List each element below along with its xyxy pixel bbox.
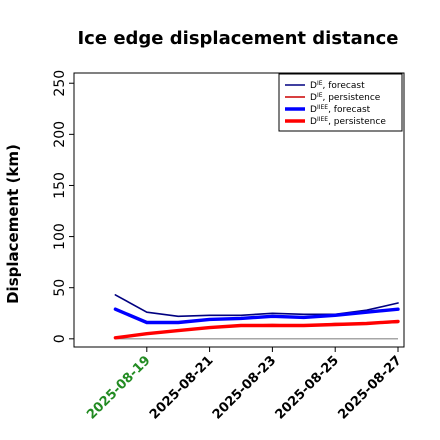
- legend-label-superscript: IE: [317, 80, 323, 87]
- x-tick-label: 2025-08-23: [210, 353, 279, 422]
- legend-label-rest: , forecast: [323, 81, 366, 91]
- x-tick-label: 2025-08-19: [84, 353, 153, 422]
- y-tick-label: 0: [52, 334, 68, 343]
- legend-label-base: D: [310, 81, 317, 91]
- legend-label-4: DIIEE, persistence: [310, 116, 386, 127]
- y-tick-label: 200: [52, 121, 68, 148]
- series-line-4: [113, 319, 400, 340]
- y-tick-label: 150: [52, 172, 68, 199]
- legend-label-2: DIE, persistence: [310, 92, 381, 103]
- x-tick-label: 2025-08-21: [147, 353, 216, 422]
- plot-frame: [73, 72, 405, 348]
- chart-title: Ice edge displacement distance: [77, 28, 398, 49]
- y-tick-label: 50: [52, 279, 68, 297]
- legend-label-base: D: [310, 105, 317, 115]
- legend-label-superscript: IIEE: [317, 116, 328, 123]
- x-tick-label: 2025-08-25: [273, 353, 342, 422]
- series-line-3: [113, 307, 400, 325]
- y-tick-label: 250: [52, 70, 68, 97]
- legend-label-3: DIIEE, forecast: [310, 104, 371, 115]
- legend-label-superscript: IIEE: [317, 104, 328, 111]
- series-layer: [113, 294, 400, 340]
- legend-label-base: D: [310, 117, 317, 127]
- legend-label-rest: , persistence: [323, 93, 381, 103]
- legend-label-superscript: IE: [317, 92, 323, 99]
- legend-label-rest: , persistence: [328, 117, 386, 127]
- legend-label-base: D: [310, 93, 317, 103]
- x-tick-label: 2025-08-27: [335, 353, 404, 422]
- legend-label-rest: , forecast: [328, 105, 371, 115]
- y-axis-label: Displacement (km): [4, 144, 22, 304]
- legend-label-1: DIE, forecast: [310, 80, 365, 91]
- y-tick-label: 100: [52, 223, 68, 250]
